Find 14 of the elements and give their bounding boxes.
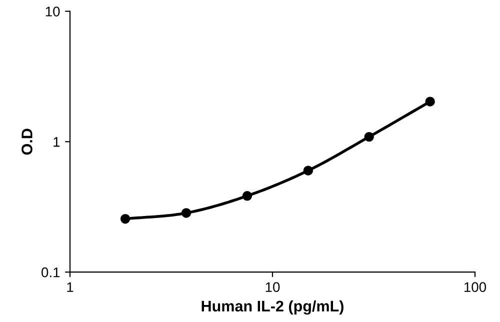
x-tick-label: 1 xyxy=(67,282,74,292)
point xyxy=(242,191,252,201)
point xyxy=(181,208,192,218)
point xyxy=(120,214,130,224)
x-tick-label: 10 xyxy=(266,282,280,292)
y-tick-label: 10 xyxy=(46,6,60,16)
point xyxy=(425,96,435,106)
point xyxy=(364,132,374,142)
x-tick-label: 100 xyxy=(464,282,486,292)
y-axis-title: O.D xyxy=(22,128,32,155)
y-tick-label: 1 xyxy=(54,137,60,147)
x-axis-title: Human IL-2 (pg/mL) xyxy=(202,300,344,315)
point xyxy=(303,166,314,176)
y-tick-label: 0.1 xyxy=(42,267,60,278)
